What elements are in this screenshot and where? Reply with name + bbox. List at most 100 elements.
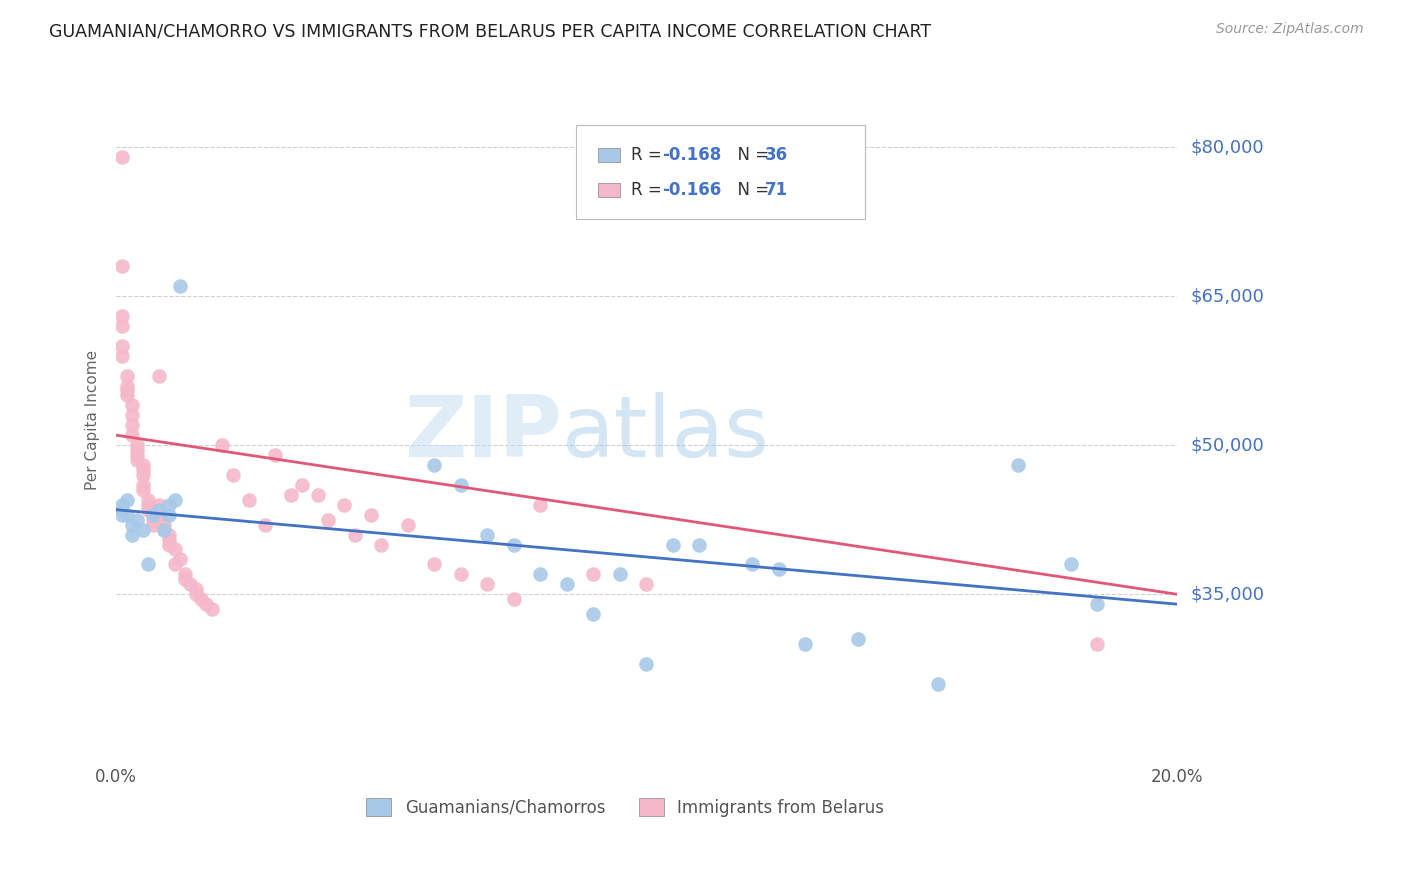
- Point: [157, 527, 180, 541]
- Point: [169, 552, 191, 566]
- Point: [174, 572, 197, 586]
- Point: [136, 492, 159, 507]
- Point: [848, 632, 870, 646]
- Point: [115, 492, 138, 507]
- Point: [148, 498, 170, 512]
- Point: [636, 657, 658, 671]
- Point: [280, 488, 302, 502]
- Point: [110, 150, 132, 164]
- Point: [110, 508, 132, 522]
- Point: [1085, 597, 1108, 611]
- Point: [115, 508, 138, 522]
- Point: [153, 517, 176, 532]
- Text: ZIP: ZIP: [404, 392, 561, 475]
- Point: [307, 488, 329, 502]
- Point: [360, 508, 382, 522]
- Point: [184, 582, 207, 597]
- Point: [423, 458, 446, 472]
- Point: [110, 318, 132, 333]
- Point: [163, 542, 186, 557]
- Text: N =: N =: [727, 145, 775, 164]
- Point: [127, 513, 149, 527]
- Point: [157, 533, 180, 547]
- Point: [343, 527, 366, 541]
- Point: [132, 483, 155, 497]
- Point: [222, 467, 245, 482]
- Point: [142, 517, 165, 532]
- Point: [927, 676, 949, 690]
- Point: [529, 567, 551, 582]
- Point: [253, 517, 276, 532]
- Point: [142, 513, 165, 527]
- Point: [157, 508, 180, 522]
- Point: [423, 558, 446, 572]
- Text: $65,000: $65,000: [1191, 287, 1264, 305]
- Point: [121, 409, 143, 423]
- Point: [1085, 637, 1108, 651]
- Point: [110, 259, 132, 273]
- Point: [450, 478, 472, 492]
- Point: [396, 517, 419, 532]
- Text: GUAMANIAN/CHAMORRO VS IMMIGRANTS FROM BELARUS PER CAPITA INCOME CORRELATION CHAR: GUAMANIAN/CHAMORRO VS IMMIGRANTS FROM BE…: [49, 22, 931, 40]
- Point: [1059, 558, 1081, 572]
- Point: [582, 607, 605, 621]
- Text: atlas: atlas: [561, 392, 769, 475]
- Point: [136, 498, 159, 512]
- Point: [333, 498, 356, 512]
- Point: [110, 498, 132, 512]
- Point: [264, 448, 287, 462]
- Point: [179, 577, 201, 591]
- Point: [115, 388, 138, 402]
- Point: [142, 508, 165, 522]
- Point: [127, 438, 149, 452]
- Point: [153, 523, 176, 537]
- Point: [195, 597, 218, 611]
- Point: [115, 384, 138, 398]
- Point: [110, 502, 132, 516]
- Point: [148, 502, 170, 516]
- Point: [148, 508, 170, 522]
- Point: [127, 448, 149, 462]
- Text: N =: N =: [727, 181, 775, 199]
- Text: 71: 71: [765, 181, 787, 199]
- Point: [450, 567, 472, 582]
- Point: [121, 418, 143, 433]
- Point: [136, 558, 159, 572]
- Point: [184, 587, 207, 601]
- Point: [115, 378, 138, 392]
- Point: [291, 478, 314, 492]
- Point: [477, 527, 499, 541]
- Point: [110, 339, 132, 353]
- Point: [110, 309, 132, 323]
- Point: [174, 567, 197, 582]
- Point: [477, 577, 499, 591]
- Text: 36: 36: [765, 145, 787, 164]
- Point: [582, 567, 605, 582]
- Point: [502, 592, 524, 607]
- Point: [115, 368, 138, 383]
- Point: [768, 562, 790, 576]
- Point: [741, 558, 763, 572]
- Point: [121, 398, 143, 412]
- Legend: Guamanians/Chamorros, Immigrants from Belarus: Guamanians/Chamorros, Immigrants from Be…: [360, 791, 890, 823]
- Point: [163, 558, 186, 572]
- Text: R =: R =: [631, 181, 668, 199]
- Point: [132, 467, 155, 482]
- Point: [211, 438, 233, 452]
- Point: [163, 492, 186, 507]
- Point: [148, 368, 170, 383]
- Point: [636, 577, 658, 591]
- Point: [190, 592, 212, 607]
- Point: [132, 463, 155, 477]
- Text: R =: R =: [631, 145, 668, 164]
- Point: [132, 523, 155, 537]
- Point: [157, 537, 180, 551]
- Point: [529, 498, 551, 512]
- Point: [370, 537, 392, 551]
- Point: [201, 602, 224, 616]
- Point: [238, 492, 260, 507]
- Point: [662, 537, 685, 551]
- Point: [153, 523, 176, 537]
- Point: [127, 453, 149, 467]
- Point: [132, 478, 155, 492]
